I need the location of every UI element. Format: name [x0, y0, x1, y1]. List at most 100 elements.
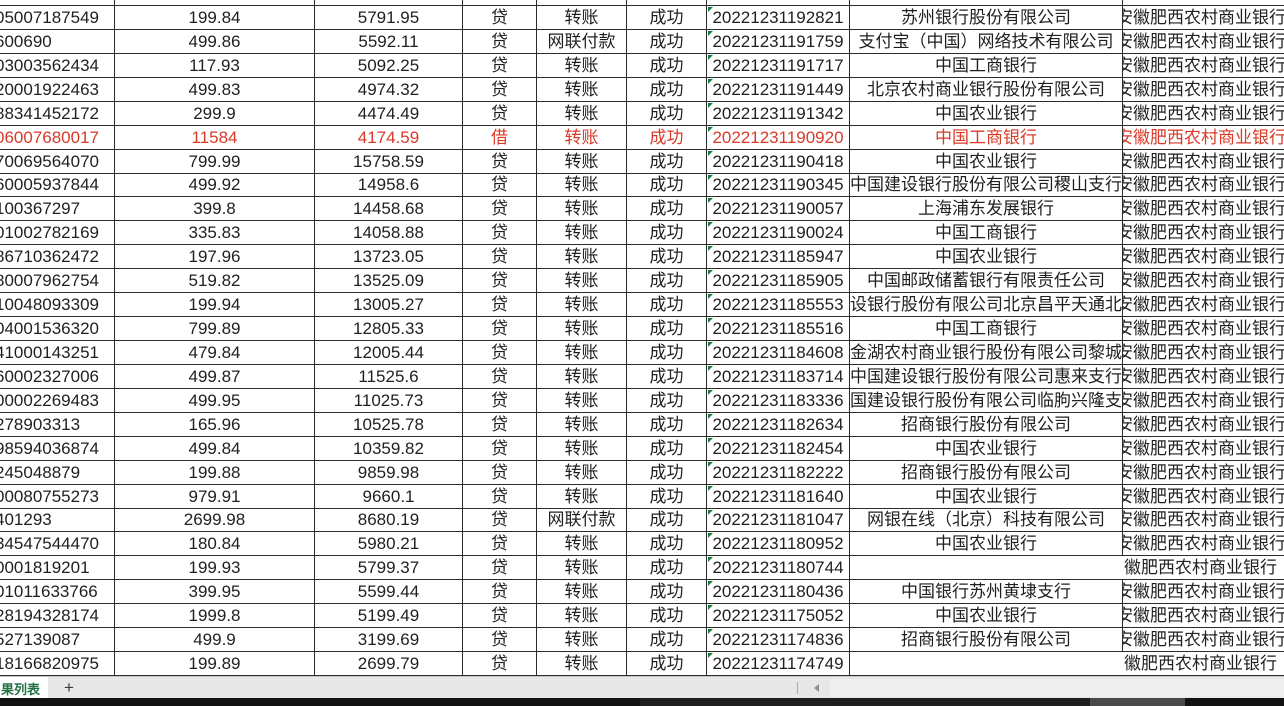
cell-account[interactable]: 60002327006: [0, 364, 115, 388]
cell-home-bank[interactable]: 安徽肥西农村商业银行: [1123, 342, 1284, 362]
cell-method[interactable]: 转账: [537, 269, 627, 293]
cell-amount[interactable]: 499.84: [115, 436, 315, 460]
cell-home-bank[interactable]: 安徽肥西农村商业银行: [1123, 630, 1284, 650]
cell-counterparty-bank[interactable]: 设银行股份有限公司北京昌平天通北: [850, 293, 1123, 317]
cell-balance[interactable]: 2699.79: [315, 652, 463, 675]
cell-timestamp[interactable]: 20221231183336: [707, 388, 850, 412]
cell-account[interactable]: 18166820975: [0, 652, 115, 675]
cell-status[interactable]: 成功: [627, 652, 707, 675]
cell-debit-credit[interactable]: 贷: [463, 604, 537, 628]
cell-status[interactable]: 成功: [627, 197, 707, 221]
cell-status[interactable]: 成功: [627, 484, 707, 508]
cell-counterparty-bank[interactable]: 中国工商银行: [850, 125, 1123, 149]
cell-home-bank[interactable]: 安徽肥西农村商业银行: [1123, 7, 1284, 27]
cell-method[interactable]: 转账: [537, 556, 627, 580]
cell-amount[interactable]: 499.95: [115, 388, 315, 412]
cell-debit-credit[interactable]: 借: [463, 125, 537, 149]
cell-timestamp[interactable]: 20221231180436: [707, 580, 850, 604]
cell-status[interactable]: 成功: [627, 53, 707, 77]
cell-account[interactable]: 01002782169: [0, 221, 115, 245]
cell-debit-credit[interactable]: 贷: [463, 101, 537, 125]
cell-account[interactable]: 28194328174: [0, 604, 115, 628]
cell-home-bank[interactable]: 安徽肥西农村商业银行: [1123, 199, 1284, 219]
horizontal-scrollbar-track[interactable]: [830, 679, 1284, 697]
cell-counterparty-bank[interactable]: 支付宝（中国）网络技术有限公司: [850, 29, 1123, 53]
cell-status[interactable]: 成功: [627, 508, 707, 532]
cell-account[interactable]: 98594036874: [0, 436, 115, 460]
cell-balance[interactable]: 11525.6: [315, 364, 463, 388]
cell-method[interactable]: 转账: [537, 125, 627, 149]
cell-status[interactable]: 成功: [627, 628, 707, 652]
cell-status[interactable]: 成功: [627, 293, 707, 317]
cell-timestamp[interactable]: 20221231190345: [707, 173, 850, 197]
cell-timestamp[interactable]: 20221231185947: [707, 245, 850, 269]
cell-counterparty-bank[interactable]: 中国农业银行: [850, 245, 1123, 269]
cell-timestamp[interactable]: 20221231181047: [707, 508, 850, 532]
cell-timestamp[interactable]: 20221231190418: [707, 149, 850, 173]
cell-method[interactable]: 转账: [537, 484, 627, 508]
cell-amount[interactable]: 399.8: [115, 197, 315, 221]
cell-method[interactable]: 转账: [537, 580, 627, 604]
cell-timestamp[interactable]: 20221231185553: [707, 293, 850, 317]
cell-timestamp[interactable]: 20221231191717: [707, 53, 850, 77]
cell-amount[interactable]: 479.84: [115, 341, 315, 364]
cell-account[interactable]: 34547544470: [0, 532, 115, 556]
cell-counterparty-bank[interactable]: 中国农业银行: [850, 532, 1123, 556]
cell-status[interactable]: 成功: [627, 101, 707, 125]
cell-status[interactable]: 成功: [627, 149, 707, 173]
cell-account[interactable]: 10048093309: [0, 293, 115, 317]
cell-debit-credit[interactable]: 贷: [463, 317, 537, 340]
cell-debit-credit[interactable]: 贷: [463, 628, 537, 652]
cell-balance[interactable]: 4474.49: [315, 101, 463, 125]
cell-amount[interactable]: 117.93: [115, 53, 315, 77]
cell-debit-credit[interactable]: 贷: [463, 388, 537, 412]
cell-home-bank[interactable]: 安徽肥西农村商业银行: [1123, 247, 1284, 267]
cell-home-bank[interactable]: 安徽肥西农村商业银行: [1123, 606, 1284, 626]
cell-status[interactable]: 成功: [627, 29, 707, 53]
cell-amount[interactable]: 799.89: [115, 317, 315, 340]
add-sheet-button[interactable]: +: [56, 677, 82, 699]
cell-debit-credit[interactable]: 贷: [463, 149, 537, 173]
cell-home-bank[interactable]: 安徽肥西农村商业银行: [1123, 127, 1284, 147]
cell-counterparty-bank[interactable]: 中国建设银行股份有限公司惠来支行: [850, 364, 1123, 388]
cell-amount[interactable]: 199.84: [115, 6, 315, 29]
cell-status[interactable]: 成功: [627, 245, 707, 269]
cell-amount[interactable]: 199.93: [115, 556, 315, 580]
cell-status[interactable]: 成功: [627, 269, 707, 293]
cell-counterparty-bank[interactable]: 中国农业银行: [850, 604, 1123, 628]
cell-home-bank[interactable]: 安徽肥西农村商业银行: [1123, 486, 1284, 506]
cell-debit-credit[interactable]: 贷: [463, 364, 537, 388]
cell-counterparty-bank[interactable]: 招商银行股份有限公司: [850, 460, 1123, 484]
cell-method[interactable]: 转账: [537, 221, 627, 245]
cell-method[interactable]: 转账: [537, 317, 627, 340]
cell-method[interactable]: 转账: [537, 412, 627, 436]
cell-counterparty-bank[interactable]: 中国农业银行: [850, 484, 1123, 508]
cell-counterparty-bank[interactable]: 国建设银行股份有限公司临朐兴隆支: [850, 388, 1123, 412]
cell-home-bank[interactable]: 安徽肥西农村商业银行: [1123, 366, 1284, 386]
cell-method[interactable]: 转账: [537, 388, 627, 412]
cell-method[interactable]: 网联付款: [537, 29, 627, 53]
cell-timestamp[interactable]: 20221231190024: [707, 221, 850, 245]
cell-method[interactable]: 转账: [537, 101, 627, 125]
cell-balance[interactable]: 5791.95: [315, 6, 463, 29]
cell-timestamp[interactable]: 20221231175052: [707, 604, 850, 628]
cell-amount[interactable]: 499.92: [115, 173, 315, 197]
cell-account[interactable]: 01011633766: [0, 580, 115, 604]
cell-account[interactable]: 88341452172: [0, 101, 115, 125]
cell-status[interactable]: 成功: [627, 532, 707, 556]
cell-debit-credit[interactable]: 贷: [463, 77, 537, 101]
cell-home-bank[interactable]: 安徽肥西农村商业银行: [1123, 319, 1284, 339]
cell-balance[interactable]: 4974.32: [315, 77, 463, 101]
cell-status[interactable]: 成功: [627, 341, 707, 364]
cell-balance[interactable]: 5599.44: [315, 580, 463, 604]
cell-debit-credit[interactable]: 贷: [463, 341, 537, 364]
cell-account[interactable]: 03003562434: [0, 53, 115, 77]
cell-debit-credit[interactable]: 贷: [463, 460, 537, 484]
cell-account[interactable]: 278903313: [0, 412, 115, 436]
cell-balance[interactable]: 11025.73: [315, 388, 463, 412]
cell-amount[interactable]: 499.87: [115, 364, 315, 388]
cell-status[interactable]: 成功: [627, 6, 707, 29]
cell-debit-credit[interactable]: 贷: [463, 412, 537, 436]
cell-amount[interactable]: 979.91: [115, 484, 315, 508]
cell-balance[interactable]: 10525.78: [315, 412, 463, 436]
